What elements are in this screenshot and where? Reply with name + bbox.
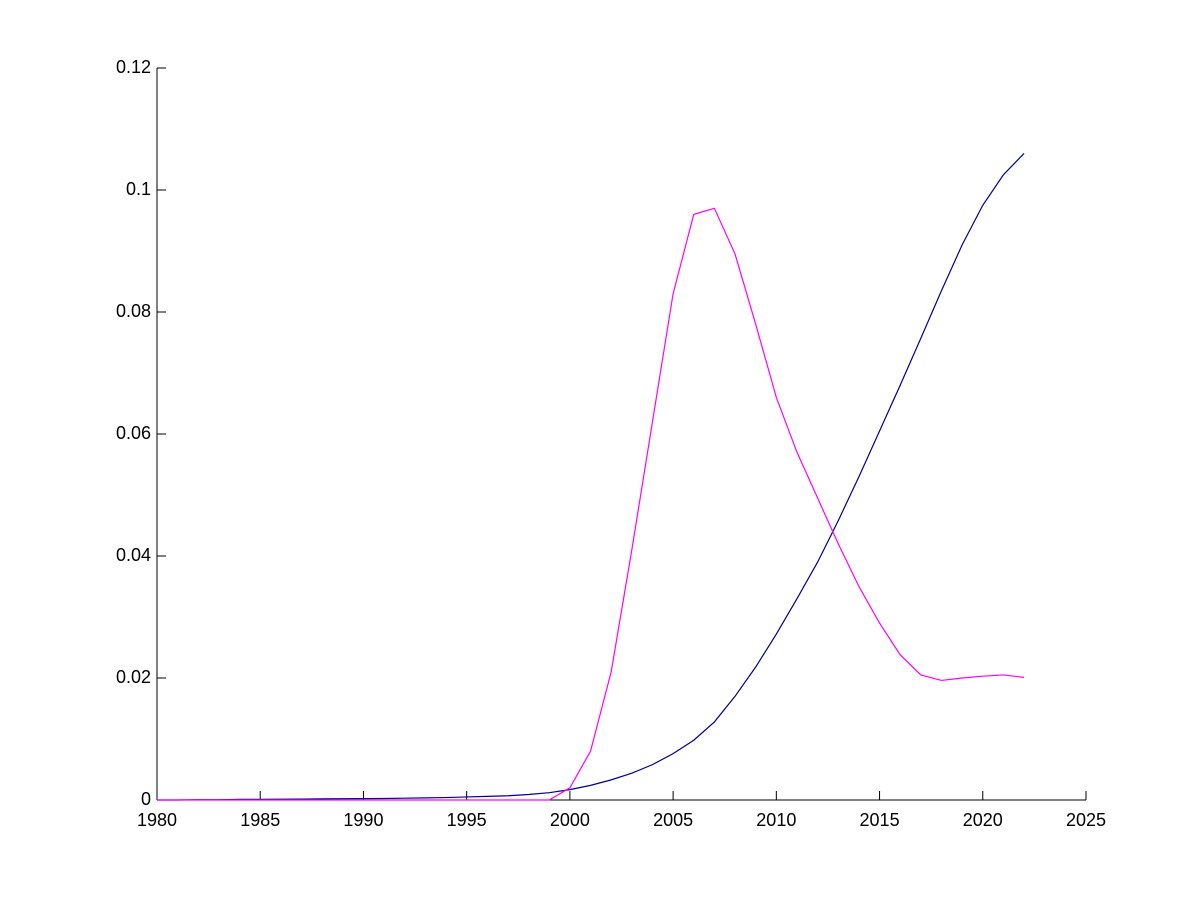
x-tick-label: 1990 [343,810,383,830]
y-tick-label: 0.06 [116,423,151,443]
x-tick-label: 1980 [137,810,177,830]
line-series [157,152,1025,801]
y-tick-label: 0.04 [116,545,151,565]
x-tick-label: 1985 [240,810,280,830]
x-tick-label: 2010 [756,810,796,830]
y-tick-label: 0.1 [126,179,151,199]
x-tick-label: 2005 [653,810,693,830]
line-series [157,207,1025,801]
x-tick-label: 2000 [550,810,590,830]
x-tick-label: 2025 [1066,810,1106,830]
x-tick-label: 2020 [963,810,1003,830]
x-tick-label: 1995 [447,810,487,830]
x-tick-label: 2015 [860,810,900,830]
y-tick-label: 0 [141,789,151,809]
y-tick-label: 0.08 [116,301,151,321]
y-tick-label: 0.02 [116,667,151,687]
y-tick-label: 0.12 [116,57,151,77]
